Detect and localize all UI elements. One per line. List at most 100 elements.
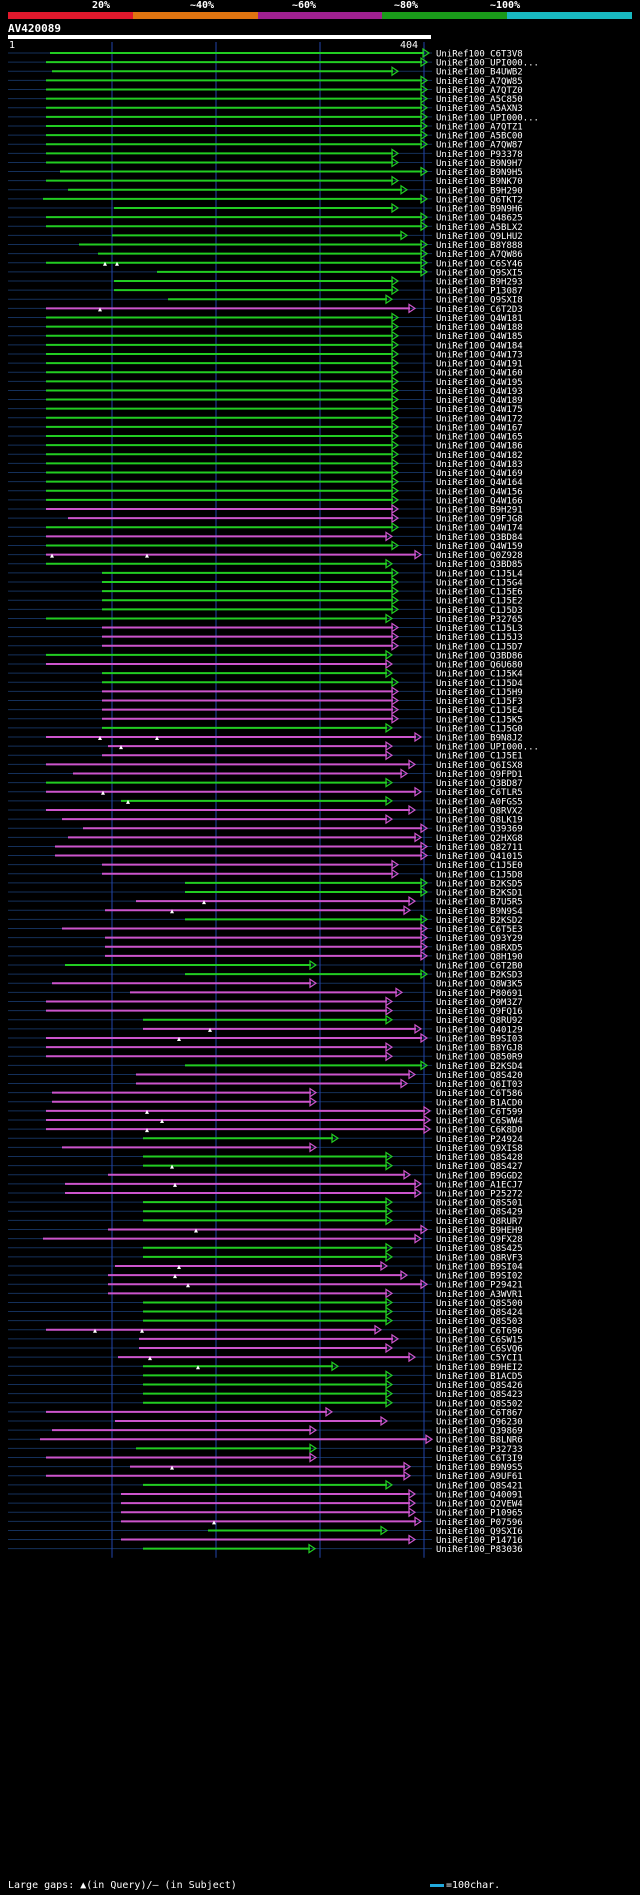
query-gap-marker (170, 909, 174, 914)
hit-arrowhead (385, 1196, 394, 1208)
hit-label: UniRef100_B9SI03 (436, 1034, 523, 1044)
hit-arrowhead (391, 312, 400, 323)
hit-label: UniRef100_Q9M3Z7 (436, 998, 523, 1008)
hit-arrowhead (309, 1096, 318, 1107)
hit-arrowhead (391, 868, 400, 879)
gaps-legend: Large gaps: ▲(in Query)/— (in Subject) (8, 1880, 237, 1891)
hit-arrowhead (420, 120, 429, 132)
hit-arrowhead (391, 522, 400, 533)
hit-arrowhead (391, 175, 400, 186)
hit-label: UniRef100_P32733 (436, 1445, 523, 1455)
hit-label: UniRef100_Q8RVF3 (436, 1253, 523, 1263)
hit-label: UniRef100_B2KSD4 (436, 1062, 523, 1072)
hit-arrowhead (385, 795, 394, 806)
hit-arrowhead (385, 1388, 394, 1399)
hit-label: UniRef100_C1J5E0 (436, 861, 523, 871)
hit-arrowhead (391, 576, 400, 588)
hit-arrowhead (391, 494, 400, 506)
hit-arrowhead (325, 1406, 334, 1418)
hit-label: UniRef100_Q4W173 (436, 350, 523, 360)
hit-label: UniRef100_Q850R9 (436, 1053, 523, 1063)
hit-label: UniRef100_Q9SXI6 (436, 1527, 523, 1537)
hit-arrowhead (420, 84, 429, 95)
hit-label: UniRef100_Q6TKT2 (436, 195, 523, 205)
hit-label: UniRef100_A5AXN3 (436, 104, 523, 114)
hit-arrowhead (391, 275, 400, 287)
hit-label: UniRef100_B9H291 (436, 506, 523, 516)
hit-label: UniRef100_P83036 (436, 1545, 523, 1555)
hit-label: UniRef100_Q8S500 (436, 1299, 523, 1309)
hit-label: UniRef100_B9N9H5 (436, 168, 523, 178)
hit-label: UniRef100_Q4W160 (436, 369, 523, 379)
hit-arrowhead (423, 1105, 432, 1117)
hit-label: UniRef100_Q3BD84 (436, 533, 523, 543)
hit-label: UniRef100_A5BLX2 (436, 223, 523, 233)
hit-label: UniRef100_UPI000... (436, 743, 539, 753)
hit-arrowhead (385, 613, 394, 624)
hit-label: UniRef100_Q4W184 (436, 341, 523, 351)
hit-arrowhead (420, 193, 429, 205)
hit-arrowhead (391, 394, 400, 405)
hit-label: UniRef100_Q4W191 (436, 360, 523, 370)
hit-arrowhead (391, 202, 400, 214)
hit-label: UniRef100_Q8S502 (436, 1399, 523, 1409)
hit-arrowhead (385, 722, 394, 734)
hit-label: UniRef100_A9UF61 (436, 1472, 523, 1482)
hit-label: UniRef100_B2KSD5 (436, 879, 523, 889)
query-gap-marker (170, 1465, 174, 1470)
hit-arrowhead (420, 941, 429, 952)
hit-label: UniRef100_Q8W3K5 (436, 980, 523, 990)
query-bar (8, 35, 431, 39)
hit-label: UniRef100_C1J5H9 (436, 688, 523, 698)
hit-arrowhead (408, 759, 417, 770)
hit-arrowhead (403, 1169, 412, 1180)
hit-label: UniRef100_P93378 (436, 150, 523, 160)
hit-label: UniRef100_Q4W175 (436, 405, 523, 415)
hit-label: UniRef100_C6SW15 (436, 1335, 523, 1345)
hit-label: UniRef100_B9HEH9 (436, 1226, 523, 1236)
query-start-label: 1 (9, 40, 16, 51)
hit-label: UniRef100_P25272 (436, 1190, 523, 1200)
hit-label: UniRef100_C1J5L3 (436, 624, 523, 634)
hit-label: UniRef100_B9NK70 (436, 177, 523, 187)
hit-label: UniRef100_C1J5G4 (436, 578, 523, 588)
hit-label: UniRef100_Q8RVX2 (436, 806, 523, 816)
query-gap-marker (148, 1356, 152, 1361)
hit-label: UniRef100_B1ACD0 (436, 1098, 523, 1108)
hit-label: UniRef100_B9N9H6 (436, 205, 523, 215)
hit-arrowhead (385, 531, 394, 542)
hit-label: UniRef100_C6SY46 (436, 259, 523, 269)
hit-arrowhead (385, 1479, 394, 1490)
hit-label: UniRef100_Q4W165 (436, 433, 523, 443)
hit-label: UniRef100_Q4W166 (436, 496, 523, 506)
hit-arrowhead (423, 1114, 432, 1126)
hit-arrowhead (420, 102, 429, 113)
hit-label: UniRef100_Q8S421 (436, 1481, 523, 1491)
query-gap-marker (170, 1164, 174, 1169)
hit-arrowhead (414, 832, 423, 843)
hit-label: UniRef100_Q8S427 (436, 1162, 523, 1172)
hit-label: UniRef100_Q4W185 (436, 332, 523, 342)
hit-arrowhead (391, 695, 400, 706)
hit-label: UniRef100_A7QTZ1 (436, 122, 523, 132)
hit-arrowhead (391, 640, 400, 651)
identity-legend-label: ~100% (490, 0, 521, 11)
hit-label: UniRef100_Q9LHU2 (436, 232, 523, 242)
query-gap-marker (177, 1264, 181, 1269)
hit-label: UniRef100_C1J5K5 (436, 715, 523, 725)
identity-color-bar (8, 12, 632, 19)
hit-arrowhead (420, 111, 429, 122)
identity-legend-label: ~80% (394, 0, 419, 11)
hit-arrowhead (309, 1142, 318, 1153)
hit-label: UniRef100_Q6ISX8 (436, 761, 523, 771)
hit-arrowhead (380, 1415, 389, 1427)
hit-label: UniRef100_A5C850 (436, 95, 523, 105)
identity-bar-segment (382, 12, 508, 19)
hit-label: UniRef100_Q4W189 (436, 396, 523, 406)
hit-label: UniRef100_UPI000... (436, 59, 539, 69)
query-gap-marker (155, 736, 159, 740)
hit-arrowhead (420, 914, 429, 925)
query-gap-marker (177, 1036, 181, 1041)
hit-arrowhead (391, 686, 400, 697)
hit-label: UniRef100_Q6U680 (436, 661, 523, 671)
